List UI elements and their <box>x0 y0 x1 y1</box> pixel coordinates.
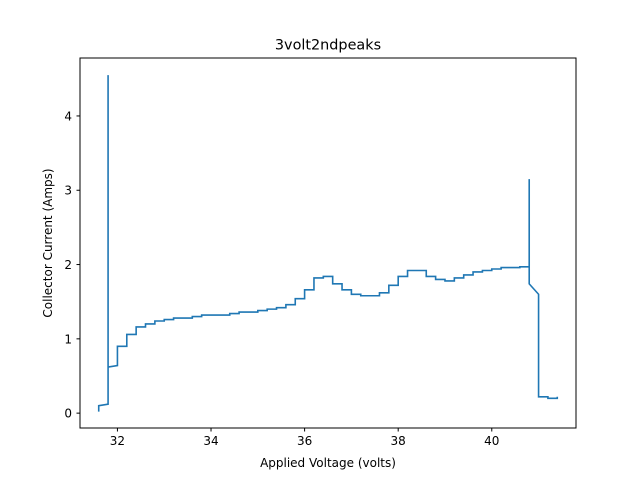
y-tick-label: 2 <box>64 258 72 272</box>
series-line-collector-current <box>97 75 559 412</box>
y-tick-label: 4 <box>64 109 72 123</box>
x-tick-label: 34 <box>203 434 218 448</box>
y-tick-label: 1 <box>64 332 72 346</box>
x-tick-label: 40 <box>484 434 499 448</box>
y-tick-label: 0 <box>64 407 72 421</box>
x-axis-label: Applied Voltage (volts) <box>260 456 396 470</box>
y-tick-label: 3 <box>64 184 72 198</box>
x-tick-label: 36 <box>297 434 312 448</box>
plot-area <box>79 57 577 429</box>
y-axis-ticks: 0 1 2 3 4 <box>64 109 80 421</box>
y-axis-label: Collector Current (Amps) <box>41 168 55 317</box>
chart-title: 3volt2ndpeaks <box>275 38 381 54</box>
x-tick-label: 32 <box>110 434 125 448</box>
x-tick-label: 38 <box>391 434 406 448</box>
axes-frame <box>79 57 577 429</box>
x-axis-ticks: 32 34 36 38 40 <box>110 428 499 448</box>
